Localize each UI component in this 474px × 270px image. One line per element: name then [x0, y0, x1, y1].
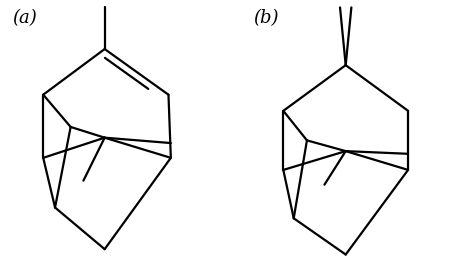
Text: (a): (a) [12, 9, 37, 27]
Text: (b): (b) [254, 9, 279, 27]
